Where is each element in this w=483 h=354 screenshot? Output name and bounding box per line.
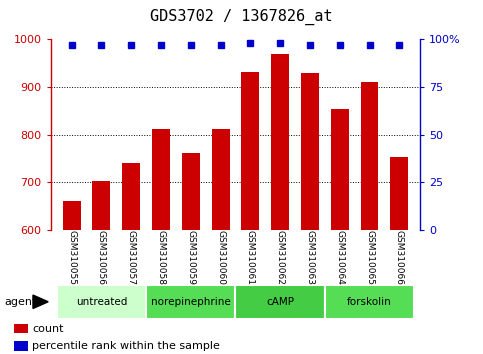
Bar (63, 201, 81, 230)
Text: GSM310060: GSM310060 (216, 230, 225, 285)
Bar (212, 129, 229, 230)
Bar (122, 163, 140, 230)
Text: GSM310059: GSM310059 (186, 230, 195, 285)
Bar (236, 285, 325, 319)
Text: GSM310057: GSM310057 (127, 230, 136, 285)
Text: GSM310066: GSM310066 (395, 230, 404, 285)
Bar (92, 181, 110, 230)
Bar (14, 341, 28, 351)
Text: GSM310056: GSM310056 (97, 230, 106, 285)
Text: GDS3702 / 1367826_at: GDS3702 / 1367826_at (150, 9, 333, 25)
Text: GSM310061: GSM310061 (246, 230, 255, 285)
Text: untreated: untreated (76, 297, 127, 307)
Bar (331, 109, 349, 230)
Text: agent: agent (5, 297, 37, 307)
Bar (146, 285, 236, 319)
Text: GSM310062: GSM310062 (276, 230, 284, 285)
Bar (271, 54, 289, 230)
Text: GSM310065: GSM310065 (365, 230, 374, 285)
Bar (361, 82, 379, 230)
Text: percentile rank within the sample: percentile rank within the sample (32, 341, 220, 351)
Bar (390, 157, 408, 230)
Bar (242, 73, 259, 230)
Text: count: count (32, 324, 64, 333)
Text: GSM310063: GSM310063 (305, 230, 314, 285)
Text: cAMP: cAMP (266, 297, 294, 307)
Text: norepinephrine: norepinephrine (151, 297, 231, 307)
Polygon shape (33, 295, 48, 308)
Bar (57, 285, 146, 319)
Bar (152, 129, 170, 230)
Text: GSM310055: GSM310055 (67, 230, 76, 285)
Text: GSM310064: GSM310064 (335, 230, 344, 285)
Text: forskolin: forskolin (347, 297, 392, 307)
Bar (14, 324, 28, 333)
Bar (182, 153, 199, 230)
Bar (301, 73, 319, 230)
Bar (325, 285, 414, 319)
Text: GSM310058: GSM310058 (156, 230, 166, 285)
